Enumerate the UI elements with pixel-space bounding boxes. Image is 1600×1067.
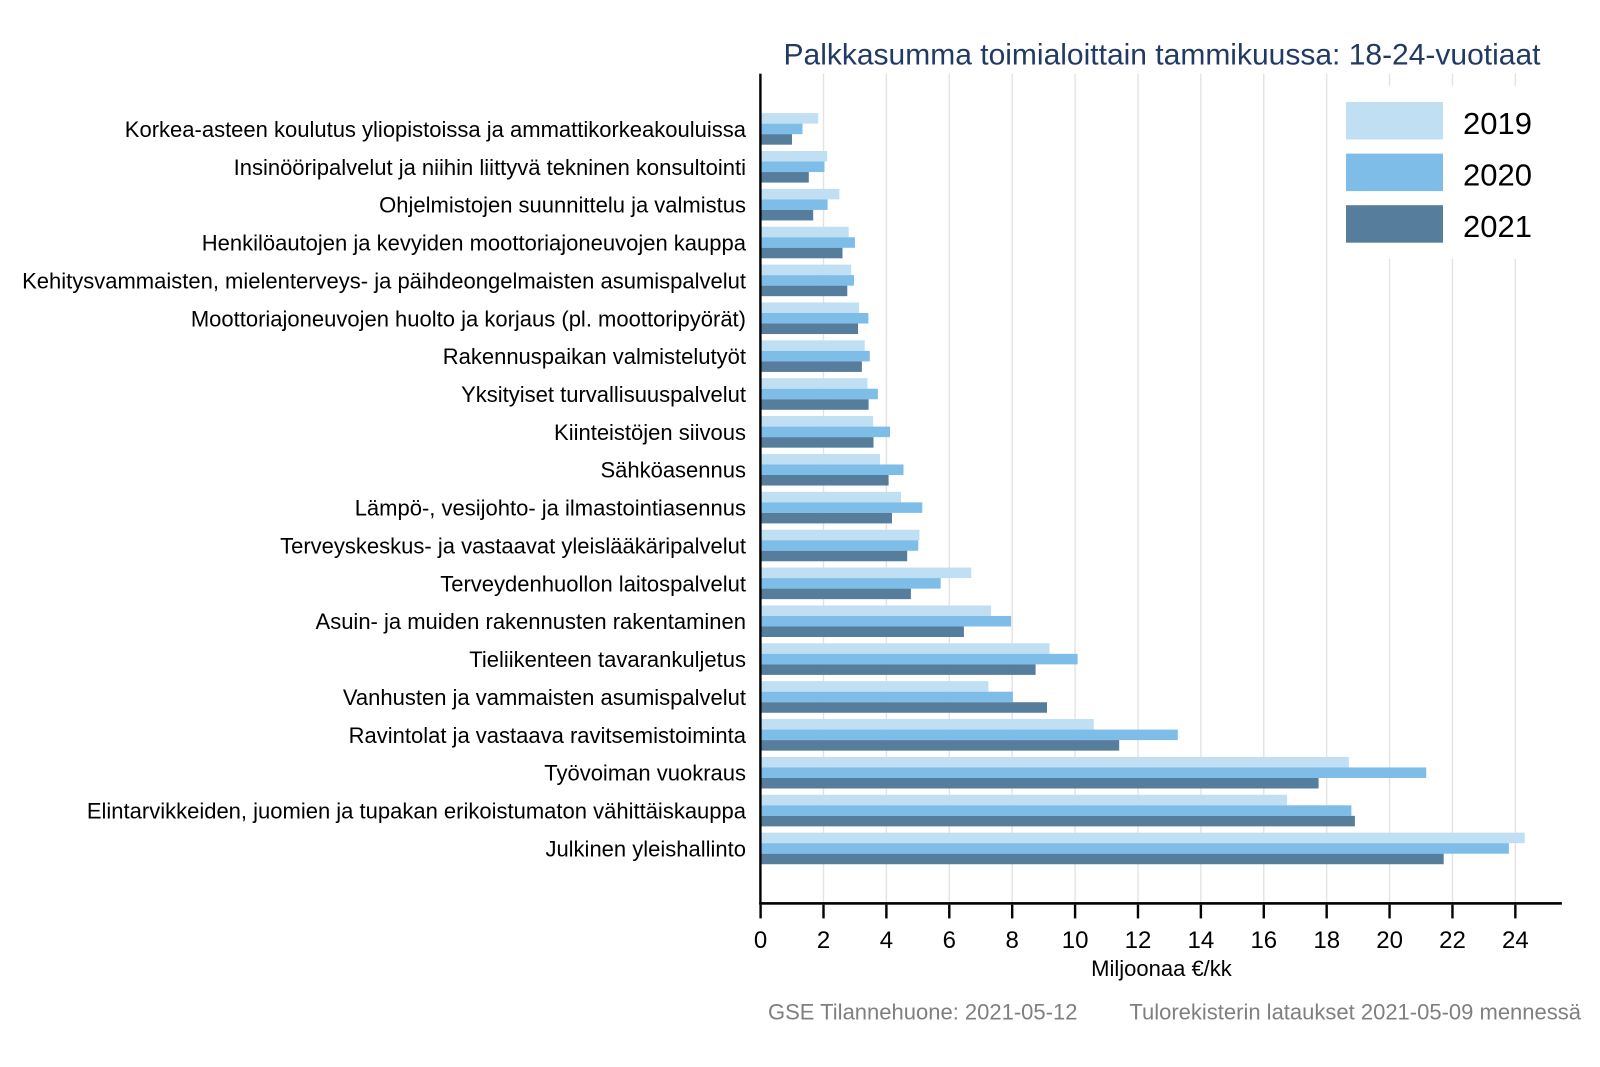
svg-text:0: 0 <box>754 927 767 954</box>
svg-text:Kehitysvammaisten, mielenterve: Kehitysvammaisten, mielenterveys- ja päi… <box>22 268 746 293</box>
svg-text:24: 24 <box>1502 927 1529 954</box>
svg-text:Moottoriajoneuvojen huolto ja: Moottoriajoneuvojen huolto ja korjaus (p… <box>191 306 746 331</box>
svg-text:2019: 2019 <box>1463 106 1532 141</box>
svg-text:20: 20 <box>1376 927 1403 954</box>
svg-text:10: 10 <box>1062 927 1089 954</box>
svg-text:Kiinteistöjen siivous: Kiinteistöjen siivous <box>554 420 746 445</box>
svg-text:2020: 2020 <box>1463 158 1532 193</box>
svg-text:8: 8 <box>1006 927 1019 954</box>
svg-text:2021: 2021 <box>1463 209 1532 244</box>
svg-text:Rakennuspaikan valmistelutyöt: Rakennuspaikan valmistelutyöt <box>443 344 746 369</box>
svg-text:Ravintolat ja vastaava ravitse: Ravintolat ja vastaava ravitsemistoimint… <box>349 723 747 748</box>
svg-text:Henkilöautojen ja kevyiden moo: Henkilöautojen ja kevyiden moottoriajone… <box>202 231 747 256</box>
svg-text:Tulorekisterin lataukset 2021-: Tulorekisterin lataukset 2021-05-09 menn… <box>1129 999 1581 1024</box>
svg-text:Ohjelmistojen suunnittelu ja v: Ohjelmistojen suunnittelu ja valmistus <box>379 193 746 218</box>
svg-text:Terveydenhuollon laitospalvelu: Terveydenhuollon laitospalvelut <box>440 571 746 596</box>
svg-text:14: 14 <box>1188 927 1215 954</box>
svg-text:Lämpö-, vesijohto- ja ilmastoi: Lämpö-, vesijohto- ja ilmastointiasennus <box>355 496 746 521</box>
svg-text:Julkinen yleishallinto: Julkinen yleishallinto <box>545 836 746 861</box>
svg-text:2: 2 <box>817 927 830 954</box>
svg-text:Terveyskeskus- ja vastaavat yl: Terveyskeskus- ja vastaavat yleislääkäri… <box>280 534 746 559</box>
svg-text:6: 6 <box>943 927 956 954</box>
svg-text:Palkkasumma toimialoittain tam: Palkkasumma toimialoittain tammikuussa: … <box>784 39 1542 72</box>
svg-text:16: 16 <box>1250 927 1277 954</box>
svg-text:Asuin- ja muiden rakennusten r: Asuin- ja muiden rakennusten rakentamine… <box>316 609 746 634</box>
svg-text:Tieliikenteen tavarankuljetus: Tieliikenteen tavarankuljetus <box>469 647 746 672</box>
svg-text:Insinööripalvelut ja niihin li: Insinööripalvelut ja niihin liittyvä tek… <box>234 155 746 180</box>
svg-text:Sähköasennus: Sähköasennus <box>600 458 746 483</box>
svg-text:Miljoonaa €/kk: Miljoonaa €/kk <box>1091 956 1233 981</box>
svg-text:Työvoiman vuokraus: Työvoiman vuokraus <box>544 761 746 786</box>
svg-text:18: 18 <box>1313 927 1340 954</box>
svg-text:Vanhusten ja vammaisten asumis: Vanhusten ja vammaisten asumispalvelut <box>343 685 746 710</box>
svg-text:4: 4 <box>880 927 893 954</box>
svg-text:Yksityiset turvallisuuspalvelu: Yksityiset turvallisuuspalvelut <box>461 382 746 407</box>
svg-text:12: 12 <box>1125 927 1152 954</box>
svg-text:Korkea-asteen koulutus yliopis: Korkea-asteen koulutus yliopistoissa ja … <box>125 117 747 142</box>
svg-text:GSE Tilannehuone: 2021-05-12: GSE Tilannehuone: 2021-05-12 <box>768 999 1077 1024</box>
svg-text:Elintarvikkeiden, juomien ja t: Elintarvikkeiden, juomien ja tupakan eri… <box>87 799 747 824</box>
svg-text:22: 22 <box>1439 927 1466 954</box>
